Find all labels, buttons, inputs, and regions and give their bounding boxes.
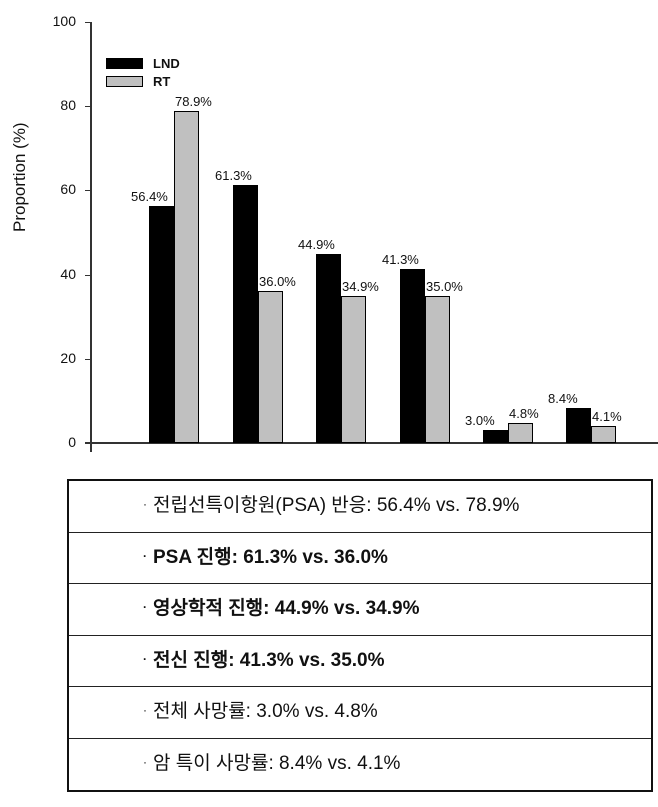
bullet-icon: · [143,651,147,666]
summary-row: · 전체 사망률: 3.0% vs. 4.8% [69,687,651,739]
y-tick-label: 60 [60,181,76,198]
bullet-icon: · [143,754,147,769]
bar-chart: Proportion (%) 0 20 40 60 80 100 LND RT 56.4%… [10,13,658,452]
bullet-icon: · [143,600,147,614]
y-tick-label: 20 [60,349,76,366]
summary-text: 암 특이 사망률: 8.4% vs. 4.1% [153,752,401,774]
summary-row: · PSA 진행: 61.3% vs. 36.0% [69,533,651,584]
summary-text: PSA 진행: 61.3% vs. 36.0% [153,546,388,568]
bar-lnd [316,253,341,443]
bullet-icon: · [143,703,147,717]
bar-rt [508,422,533,443]
bar-rt [591,425,616,443]
bar-lnd [400,269,425,443]
bar-value-label: 4.1% [592,408,622,424]
bar-lnd [483,430,508,443]
bar-value-label: 3.0% [465,413,495,429]
bar-value-label: 35.0% [426,278,463,294]
y-tick [85,22,91,23]
summary-text: 영상학적 진행: 44.9% vs. 34.9% [153,598,420,619]
summary-text: 전립선특이항원(PSA) 반응: 56.4% vs. 78.9% [153,495,520,516]
summary-row: · 전립선특이항원(PSA) 반응: 56.4% vs. 78.9% [69,481,651,533]
legend-label-lnd: LND [153,56,180,71]
bar-rt [425,295,450,443]
bar-value-label: 44.9% [298,236,335,252]
legend-label-rt: RT [153,74,171,89]
y-axis-label: Proportion (%) [10,122,29,232]
bar-lnd [233,184,258,443]
x-axis-line [85,442,658,444]
summary-row: · 전신 진행: 41.3% vs. 35.0% [69,636,651,687]
legend-item-lnd: LND [106,56,180,71]
legend-swatch-lnd [106,58,143,69]
summary-text: 전신 진행: 41.3% vs. 35.0% [153,649,385,671]
summary-row: · 암 특이 사망률: 8.4% vs. 4.1% [69,739,651,791]
bar-value-label: 41.3% [382,252,419,268]
legend-item-rt: RT [106,74,170,89]
y-tick [85,358,91,360]
y-tick-label: 0 [68,434,76,450]
bar-rt [341,296,366,443]
bar-value-label: 61.3% [215,167,252,183]
bar-value-label: 78.9% [175,93,212,109]
bar-value-label: 36.0% [259,274,296,290]
y-tick [85,443,91,444]
bar-rt [174,110,199,443]
y-tick-label: 80 [60,97,76,114]
y-tick-label: 40 [60,265,76,282]
bar-value-label: 56.4% [131,188,168,204]
summary-text: 전체 사망률: 3.0% vs. 4.8% [153,701,378,722]
y-tick-label: 100 [52,13,76,29]
bar-lnd [566,407,591,443]
bullet-icon: · [143,548,147,563]
bullet-icon: · [143,497,147,511]
y-tick [85,190,91,192]
summary-table: · 전립선특이항원(PSA) 반응: 56.4% vs. 78.9% · PSA 진… [67,479,653,792]
y-tick [85,274,91,276]
legend-swatch-rt [106,76,143,87]
y-tick [85,106,91,108]
bar-value-label: 4.8% [509,405,539,421]
y-axis-line [90,22,92,452]
bar-rt [258,291,283,443]
summary-row: · 영상학적 진행: 44.9% vs. 34.9% [69,584,651,636]
bar-value-label: 34.9% [342,279,379,295]
bar-value-label: 8.4% [548,390,578,406]
bar-lnd [149,205,174,443]
